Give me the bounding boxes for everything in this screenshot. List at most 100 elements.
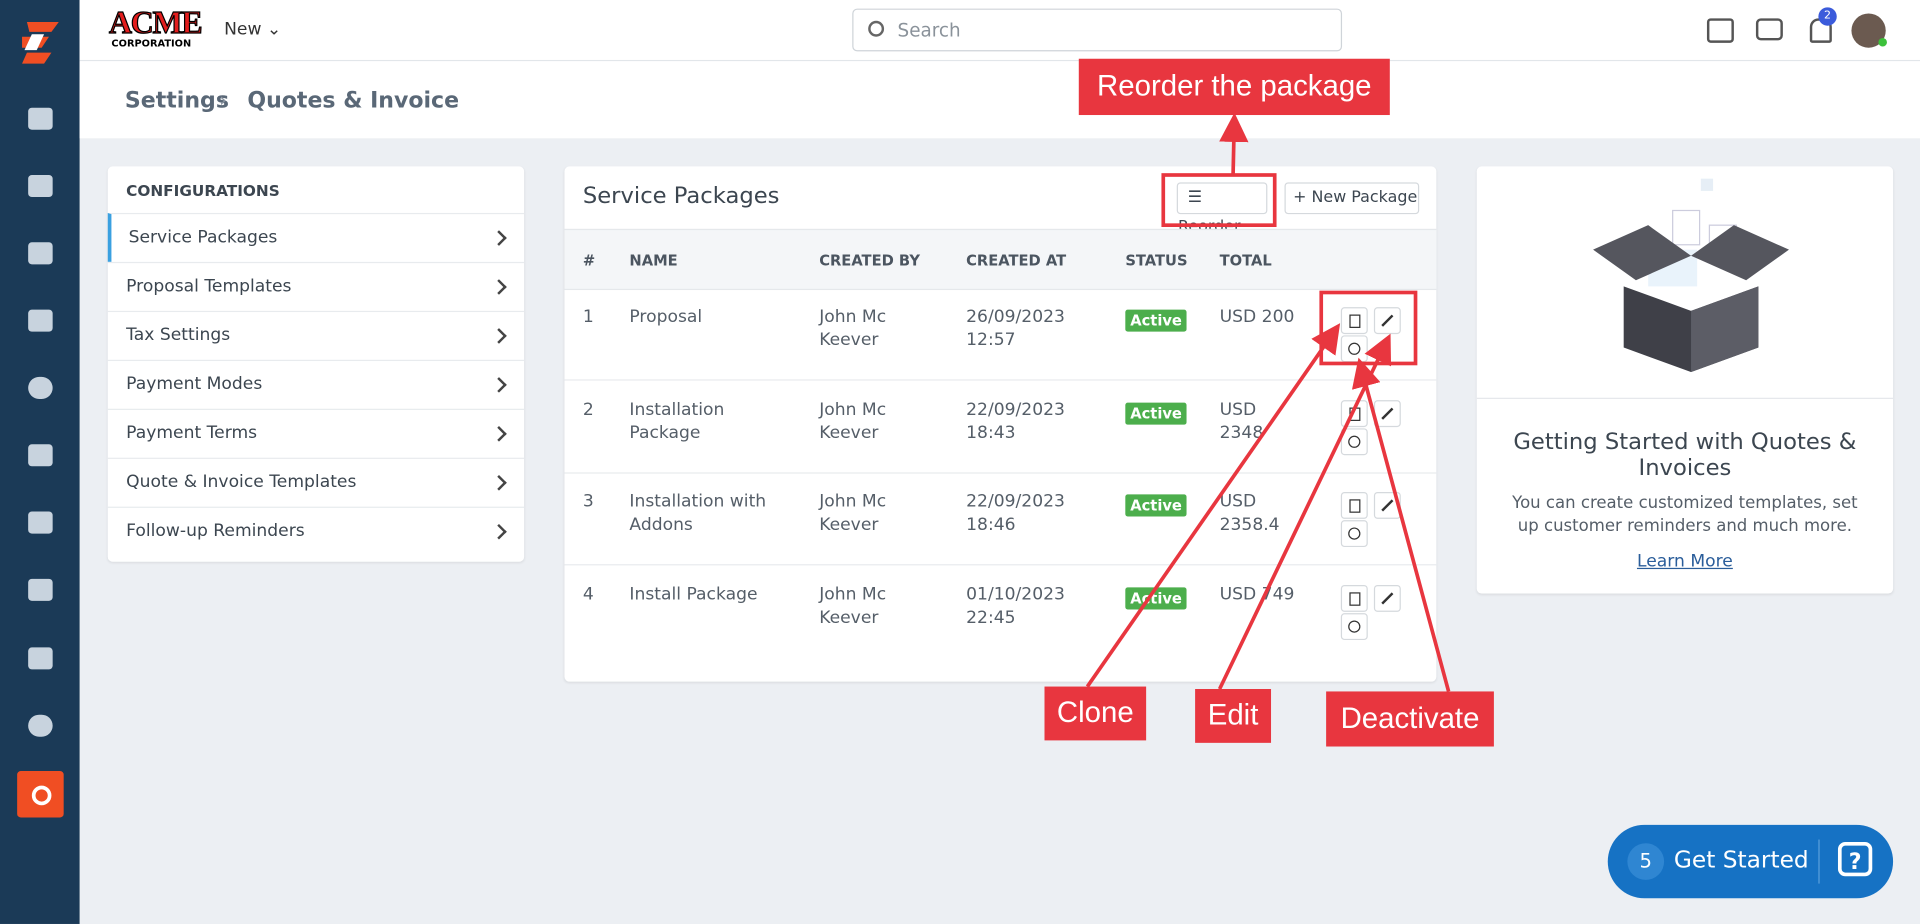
config-card: CONFIGURATIONS Service Packages Proposal …: [107, 166, 525, 562]
nav-documents[interactable]: [28, 647, 53, 670]
new-label: New: [224, 19, 262, 40]
annotation-clone: Clone: [1044, 686, 1147, 741]
cell: 26/09/2023 12:57: [966, 307, 1065, 351]
help-icon: ?: [1837, 841, 1873, 877]
packages-title: Service Packages: [582, 183, 780, 210]
top-bar: ACME CORPORATION New ⌄ Search 2: [79, 0, 1920, 62]
cell: 2: [582, 399, 594, 420]
cell: John Mc Keever: [819, 307, 887, 351]
crumb-current: Quotes & Invoice: [247, 88, 460, 114]
table-row: 1 Proposal John Mc Keever 26/09/2023 12:57 A…: [564, 288, 1437, 381]
column-header: CREATED AT: [966, 252, 1067, 270]
clone-button[interactable]: [1340, 307, 1368, 335]
column-header: NAME: [629, 252, 678, 270]
new-package-label: New Package: [1311, 188, 1418, 207]
box-illustration: [1593, 178, 1789, 373]
config-item-label: Quote & Invoice Templates: [126, 472, 357, 492]
config-item-label: Payment Modes: [126, 374, 263, 395]
cell: Install Package: [629, 584, 758, 604]
cell: USD 200: [1219, 307, 1295, 327]
new-package-button[interactable]: + New Package: [1284, 182, 1420, 215]
logo-sub: CORPORATION: [111, 37, 192, 49]
clone-button[interactable]: [1340, 584, 1368, 612]
search-placeholder: Search: [897, 19, 961, 42]
side-nav: [0, 0, 80, 924]
app-logo: [22, 22, 59, 64]
cell: John Mc Keever: [819, 399, 887, 443]
deactivate-button[interactable]: [1340, 612, 1368, 640]
nav-tags[interactable]: [28, 444, 53, 467]
clone-button[interactable]: [1340, 491, 1368, 519]
cell: USD 749: [1219, 584, 1295, 604]
notification-count: 2: [1818, 7, 1837, 26]
config-item[interactable]: Tax Settings: [107, 310, 525, 361]
annotation-edit: Edit: [1195, 688, 1272, 743]
nav-time[interactable]: [28, 376, 53, 399]
chat[interactable]: [1755, 18, 1783, 41]
cell: John Mc Keever: [819, 491, 887, 535]
column-header: #: [582, 252, 596, 270]
nav-analytics[interactable]: [28, 714, 53, 737]
cell: 4: [582, 584, 594, 604]
cell: 01/10/2023 22:45: [966, 584, 1065, 628]
deactivate-button[interactable]: [1340, 520, 1368, 548]
table-row: 4 Install Package John Mc Keever 01/10/2023…: [564, 565, 1436, 657]
new-menu[interactable]: New ⌄: [224, 19, 282, 40]
crumb-settings[interactable]: Settings: [124, 88, 229, 114]
config-item[interactable]: Payment Modes: [107, 359, 525, 410]
config-item[interactable]: Payment Terms: [107, 408, 525, 459]
info-title: Getting Started with Quotes & Invoices: [1513, 429, 1857, 481]
column-header: CREATED BY: [819, 252, 920, 270]
cell: 3: [582, 491, 594, 512]
info-text: You can create customized templates, set…: [1512, 493, 1858, 537]
deactivate-button[interactable]: [1340, 427, 1368, 455]
table-row: 3 Installation with Addons John Mc Keever 2…: [564, 472, 1437, 566]
column-header: STATUS: [1125, 252, 1188, 270]
online-dot: [1878, 37, 1887, 47]
learn-more[interactable]: Learn More: [1636, 551, 1733, 572]
edit-button[interactable]: [1373, 307, 1401, 335]
config-item[interactable]: Quote & Invoice Templates: [107, 457, 525, 508]
column-header: TOTAL: [1219, 252, 1272, 270]
annotation-reorder: Reorder the package: [1078, 58, 1390, 116]
nav-calculator[interactable]: [28, 578, 53, 601]
cell: Proposal: [629, 307, 703, 327]
nav-settings[interactable]: [17, 770, 64, 818]
config-item-label: Proposal Templates: [126, 276, 292, 297]
get-started-count: 5: [1627, 843, 1665, 880]
edit-button[interactable]: [1373, 399, 1401, 427]
nav-jobs[interactable]: [28, 175, 53, 198]
cell: John Mc Keever: [819, 584, 887, 628]
packages-card: Service Packages ☰ Reorder + New Package…: [564, 166, 1437, 682]
cell: Installation with Addons: [629, 491, 767, 535]
status-badge: Active: [1125, 494, 1187, 517]
nav-customers[interactable]: [28, 309, 53, 332]
table-row: 2 Installation Package John Mc Keever 22/09…: [564, 380, 1437, 473]
get-started[interactable]: 5 Get Started ?: [1607, 824, 1894, 899]
config-item-label: Service Packages: [128, 227, 278, 248]
search-box[interactable]: Search: [852, 8, 1343, 52]
edit-button[interactable]: [1373, 584, 1401, 612]
cell: 1: [582, 307, 594, 327]
cell: 22/09/2023 18:43: [966, 399, 1065, 443]
config-item-label: Payment Terms: [126, 423, 258, 444]
nav-map[interactable]: [28, 511, 53, 534]
config-item[interactable]: Proposal Templates: [107, 261, 525, 312]
announcements[interactable]: [1706, 18, 1734, 43]
config-item[interactable]: Service Packages: [107, 212, 525, 262]
config-item[interactable]: Follow-up Reminders: [107, 506, 525, 557]
logo: ACME: [108, 4, 203, 41]
nav-calendar[interactable]: [28, 242, 53, 265]
breadcrumb: Settings › Quotes & Invoice: [79, 61, 1920, 139]
status-badge: Active: [1125, 309, 1187, 332]
info-card: Getting Started with Quotes & Invoices Y…: [1476, 166, 1894, 594]
nav-reports[interactable]: [28, 107, 53, 130]
cell: 22/09/2023 18:46: [966, 491, 1065, 535]
table-header: # NAME CREATED BY CREATED AT STATUS TOTAL: [564, 228, 1437, 291]
cell: USD 2358.4: [1219, 491, 1280, 535]
crumb-sep: ›: [219, 88, 228, 112]
cell: Installation Package: [629, 399, 725, 443]
config-item-label: Tax Settings: [126, 325, 231, 346]
